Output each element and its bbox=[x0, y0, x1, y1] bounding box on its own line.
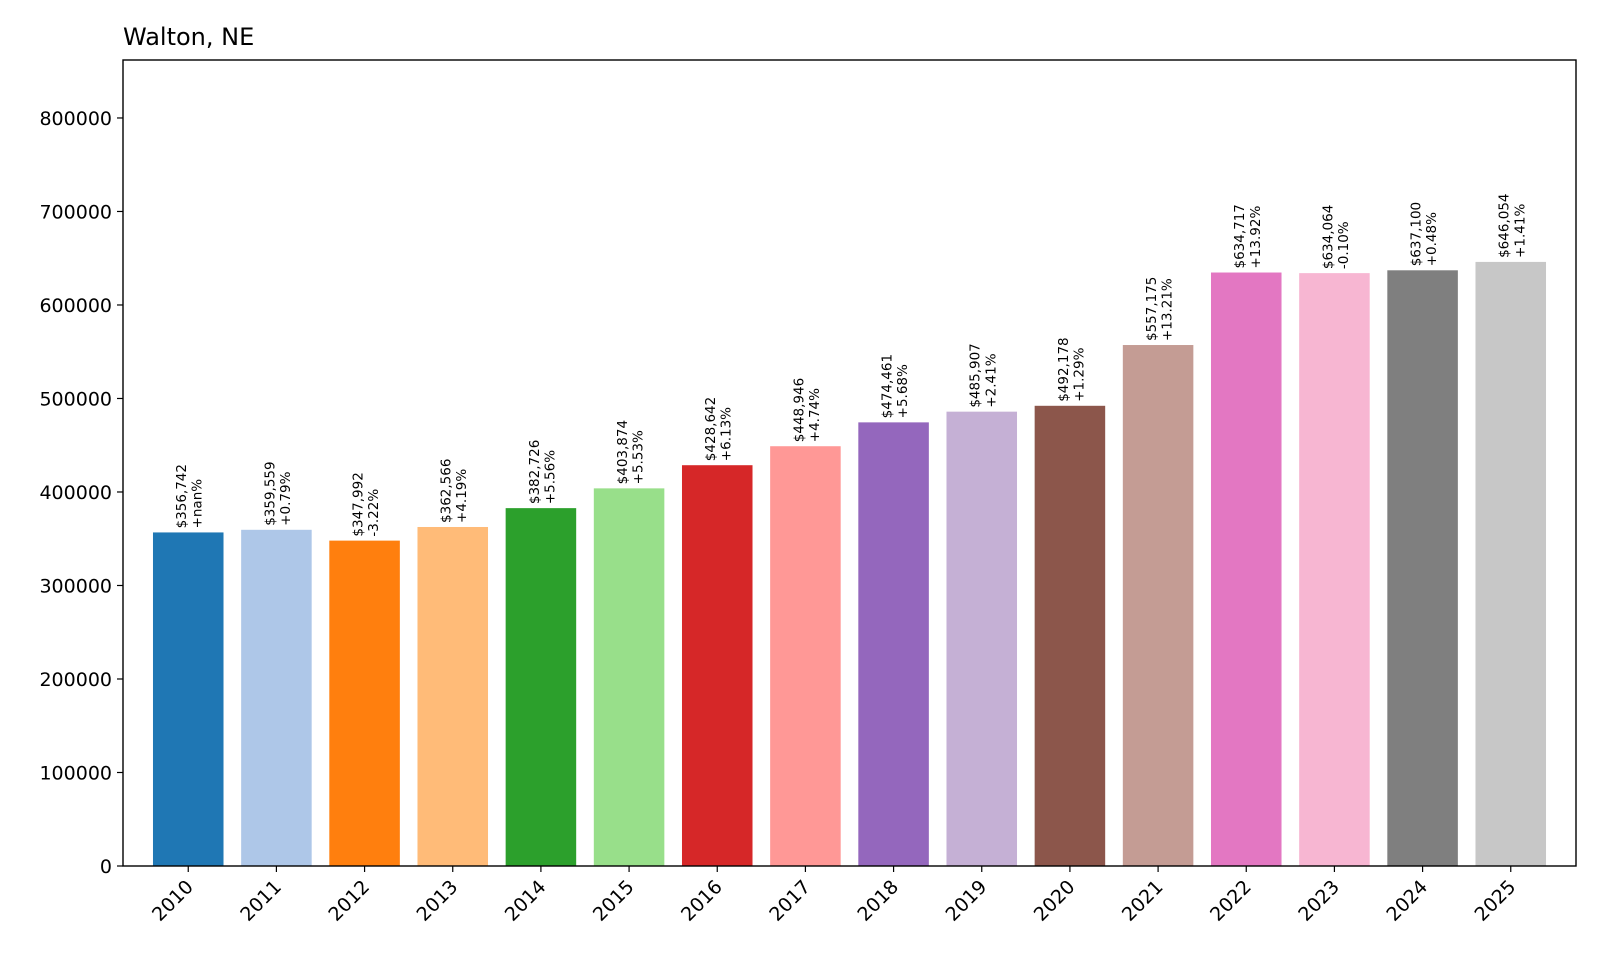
bar-2022 bbox=[1210, 272, 1282, 866]
bar-labels-group: $356,742+nan% $359,559+0.79% $347,992-3.22… bbox=[174, 193, 1528, 536]
bar-value-label: $634,064 bbox=[1320, 205, 1336, 269]
bar-2019 bbox=[946, 411, 1018, 866]
bar-2016 bbox=[681, 465, 753, 866]
bar-label-2013: $362,566+4.19% bbox=[439, 459, 471, 523]
bar-change-label: +nan% bbox=[190, 479, 206, 529]
bars-group bbox=[152, 261, 1547, 867]
bar-2011 bbox=[241, 529, 312, 866]
x-tick-label: 2013 bbox=[413, 876, 463, 926]
bar-label-2025: $646,054+1.41% bbox=[1497, 193, 1529, 257]
bar-value-label: $356,742 bbox=[174, 464, 190, 528]
bar-label-2023: $634,064-0.10% bbox=[1320, 205, 1352, 269]
y-tick-label: 400000 bbox=[39, 482, 112, 504]
y-axis: 0 100000 200000 300000 400000 500000 600000 700… bbox=[39, 108, 123, 878]
bar-change-label: -3.22% bbox=[366, 489, 382, 537]
bar-change-label: +13.21% bbox=[1160, 278, 1176, 341]
bar-label-2017: $448,946+4.74% bbox=[791, 378, 823, 442]
x-tick-label: 2022 bbox=[1206, 876, 1256, 926]
bar-value-label: $382,726 bbox=[527, 440, 543, 504]
bar-label-2022: $634,717+13.92% bbox=[1232, 204, 1264, 268]
x-tick-label: 2024 bbox=[1382, 876, 1432, 926]
bar-value-label: $428,642 bbox=[703, 397, 719, 461]
bar-label-2021: $557,175+13.21% bbox=[1144, 277, 1176, 341]
bar-value-label: $359,559 bbox=[262, 461, 278, 525]
bar-change-label: +5.56% bbox=[542, 450, 558, 504]
bar-2020 bbox=[1034, 405, 1106, 866]
x-tick-label: 2025 bbox=[1471, 876, 1521, 926]
bar-change-label: +4.19% bbox=[454, 469, 470, 523]
bar-2010 bbox=[152, 532, 224, 866]
bar-change-label: +5.68% bbox=[895, 364, 911, 418]
x-tick-label: 2012 bbox=[324, 876, 374, 926]
bar-change-label: -0.10% bbox=[1336, 221, 1352, 269]
bar-change-label: +0.79% bbox=[278, 471, 294, 525]
y-tick-label: 200000 bbox=[39, 669, 112, 691]
bar-label-2018: $474,461+5.68% bbox=[880, 354, 912, 418]
bar-2014 bbox=[505, 508, 577, 866]
x-tick-label: 2011 bbox=[236, 876, 286, 926]
bar-label-2020: $492,178+1.29% bbox=[1056, 337, 1088, 401]
x-tick-label: 2015 bbox=[589, 876, 639, 926]
y-tick-label: 800000 bbox=[39, 108, 112, 130]
x-tick-label: 2014 bbox=[501, 876, 551, 926]
bar-2018 bbox=[858, 422, 929, 866]
bar-2012 bbox=[329, 540, 400, 866]
x-tick-label: 2020 bbox=[1030, 876, 1080, 926]
y-tick-label: 100000 bbox=[39, 762, 112, 784]
bar-value-label: $485,907 bbox=[968, 343, 984, 407]
bar-value-label: $474,461 bbox=[880, 354, 896, 418]
bar-2013 bbox=[417, 526, 489, 866]
bar-2017 bbox=[770, 446, 841, 866]
bar-value-label: $646,054 bbox=[1497, 193, 1513, 257]
bar-label-2024: $637,100+0.48% bbox=[1409, 202, 1441, 266]
bar-change-label: +4.74% bbox=[807, 388, 823, 442]
bar-value-label: $492,178 bbox=[1056, 337, 1072, 401]
y-tick-label: 500000 bbox=[39, 388, 112, 410]
bar-2023 bbox=[1299, 273, 1370, 867]
bar-change-label: +6.13% bbox=[719, 407, 735, 461]
bar-change-label: +0.48% bbox=[1424, 212, 1440, 266]
bar-change-label: +5.53% bbox=[631, 430, 647, 484]
y-tick-label: 300000 bbox=[39, 575, 112, 597]
bar-value-label: $403,874 bbox=[615, 420, 631, 484]
x-tick-label: 2010 bbox=[148, 876, 198, 926]
bar-value-label: $347,992 bbox=[351, 472, 367, 536]
x-tick-label: 2016 bbox=[677, 876, 727, 926]
bar-value-label: $637,100 bbox=[1409, 202, 1425, 266]
y-tick-label: 700000 bbox=[39, 201, 112, 223]
bar-label-2014: $382,726+5.56% bbox=[527, 440, 559, 504]
bar-change-label: +13.92% bbox=[1248, 206, 1264, 269]
bar-change-label: +1.41% bbox=[1512, 204, 1528, 258]
x-tick-label: 2019 bbox=[942, 876, 992, 926]
x-tick-label: 2021 bbox=[1118, 876, 1168, 926]
x-tick-label: 2017 bbox=[765, 876, 815, 926]
bar-2021 bbox=[1122, 345, 1194, 866]
bar-label-2012: $347,992-3.22% bbox=[351, 472, 383, 536]
x-axis: 2010 2011 2012 2013 2014 2015 2016 2017 2018 2019… bbox=[148, 866, 1520, 926]
bar-label-2010: $356,742+nan% bbox=[174, 464, 206, 528]
x-tick-label: 2018 bbox=[853, 876, 903, 926]
bar-2025 bbox=[1475, 261, 1547, 867]
bar-2015 bbox=[593, 488, 665, 866]
bar-label-2015: $403,874+5.53% bbox=[615, 420, 647, 484]
bar-label-2011: $359,559+0.79% bbox=[262, 461, 294, 525]
bar-value-label: $362,566 bbox=[439, 459, 455, 523]
bar-label-2019: $485,907+2.41% bbox=[968, 343, 1000, 407]
bar-change-label: +1.29% bbox=[1071, 347, 1087, 401]
bar-value-label: $557,175 bbox=[1144, 277, 1160, 341]
plot-frame bbox=[122, 59, 1577, 867]
bar-label-2016: $428,642+6.13% bbox=[703, 397, 735, 461]
bar-value-label: $634,717 bbox=[1232, 204, 1248, 268]
bar-value-label: $448,946 bbox=[791, 378, 807, 442]
y-tick-label: 600000 bbox=[39, 295, 112, 317]
bar-change-label: +2.41% bbox=[983, 353, 999, 407]
y-tick-label: 0 bbox=[100, 856, 112, 878]
chart-title: Walton, NE bbox=[123, 23, 254, 51]
x-tick-label: 2023 bbox=[1294, 876, 1344, 926]
bar-2024 bbox=[1387, 270, 1458, 867]
